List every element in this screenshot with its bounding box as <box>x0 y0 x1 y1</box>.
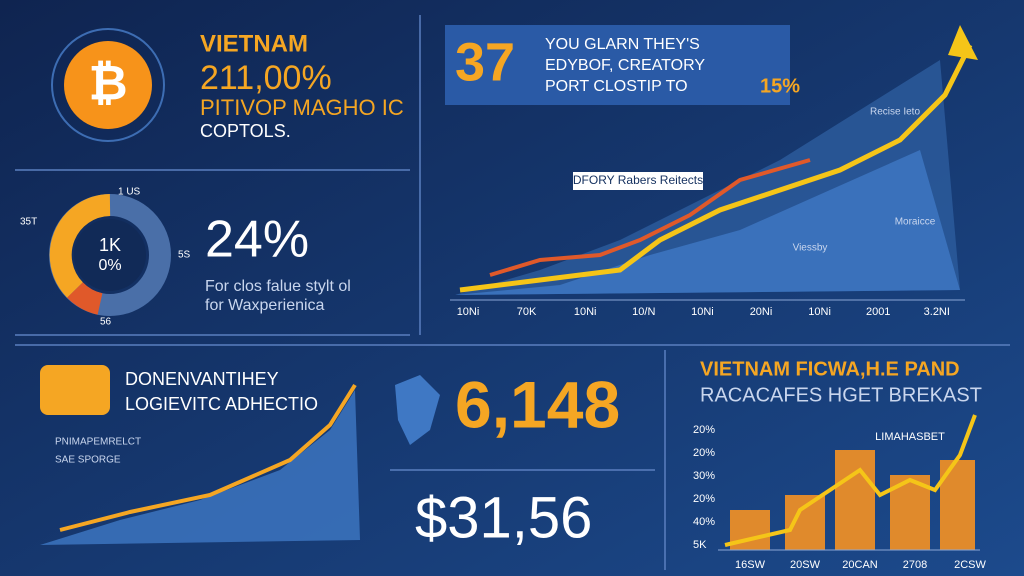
description: for Waxperienica <box>205 297 325 314</box>
y-label: 40% <box>693 516 715 528</box>
donut-center: 1K <box>99 235 121 255</box>
stat-value: $31,56 <box>415 485 592 550</box>
donut-label: 56 <box>100 317 112 328</box>
headline-box <box>445 25 790 105</box>
market-title: VIETNAM FICWA,H.E PAND <box>700 358 960 380</box>
trend-title: DONENVANTIHEY <box>125 369 279 389</box>
donut-label: 5S <box>178 250 191 261</box>
x-label: 2708 <box>903 559 927 571</box>
chart-label: DFORY Rabers Reitects <box>573 173 703 187</box>
annotation: LIMAHASBET <box>875 431 945 443</box>
map-shape <box>395 375 440 445</box>
bitcoin-icon <box>64 41 152 129</box>
x-label: 3.2NI <box>924 306 950 318</box>
subtitle: PITIVOP MAGHO IC <box>200 95 404 120</box>
donut-label: 1 US <box>118 187 141 198</box>
number: 37 <box>455 32 515 92</box>
market-chart <box>718 414 980 551</box>
x-label: 10/N <box>632 306 655 318</box>
x-label: 20Ni <box>750 306 773 318</box>
headline-line: EDYBOF, CREATORY <box>545 57 705 74</box>
trend-title: LOGIEVITC ADHECTIO <box>125 394 318 414</box>
x-label: 16SW <box>735 559 766 571</box>
x-label: 2CSW <box>954 559 986 571</box>
y-label: 5K <box>693 539 707 551</box>
market-title: RACACAFES HGET BREKAST <box>700 384 982 406</box>
icon-symbol: ₿ <box>88 58 127 111</box>
headline-line: YOU GLARN THEY'S <box>545 36 700 53</box>
donut-center: 0% <box>98 257 121 274</box>
x-label: 10Ni <box>808 306 831 318</box>
legend-entry: PNIMAPEMRELCT <box>55 437 141 448</box>
x-label: 10Ni <box>457 306 480 318</box>
y-label: 30% <box>693 470 715 482</box>
y-label: 20% <box>693 424 715 436</box>
x-label: 10Ni <box>574 306 597 318</box>
icon-ring <box>51 28 165 142</box>
description: For clos falue stylt ol <box>205 278 351 295</box>
accent: 15% <box>760 75 800 97</box>
legend-entry: SAE SPORGE <box>55 455 121 466</box>
annotation: Recise Ieto <box>870 107 920 118</box>
x-label: 2001 <box>866 306 890 318</box>
x-label: 10Ni <box>691 306 714 318</box>
big-value: 24% <box>205 211 309 269</box>
caption: COPTOLS. <box>200 121 291 141</box>
headline-line: PORT CLOSTIP TO <box>545 78 688 95</box>
y-label: 20% <box>693 447 715 459</box>
donut-label: 35T <box>20 217 37 228</box>
country: VIETNAM <box>200 30 308 57</box>
trend-icon <box>40 365 110 415</box>
headline: 211,00% <box>200 59 332 97</box>
annotation: Viessby <box>793 243 828 254</box>
growth-chart <box>450 25 978 301</box>
x-label: 70K <box>517 306 537 318</box>
trend-chart <box>40 383 360 545</box>
annotation: Moraicce <box>895 217 936 228</box>
x-label: 20SW <box>790 559 821 571</box>
x-label: 20CAN <box>842 559 878 571</box>
stat-value: 6,148 <box>455 367 620 441</box>
donut <box>49 194 171 316</box>
y-label: 20% <box>693 493 715 505</box>
dividers <box>15 15 1010 570</box>
